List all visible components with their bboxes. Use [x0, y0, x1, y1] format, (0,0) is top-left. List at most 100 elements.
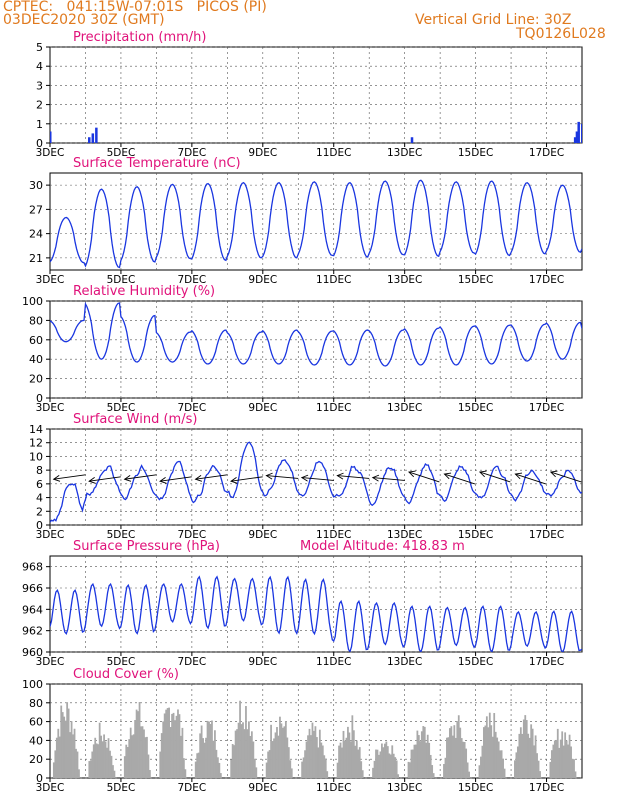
cloud-bar [352, 730, 355, 778]
cloud-bar [75, 748, 77, 778]
cloud-bar [499, 750, 502, 778]
panel-1: 0 1 2 3 4 5 3DEC 5DEC 7DEC 9DEC 11DEC 13DEC 15DEC 17D… [36, 30, 583, 159]
cloud-bar [279, 716, 281, 778]
y-tick-label: 40 [29, 353, 43, 366]
cloud-bar [454, 737, 457, 778]
cloud-bar [123, 756, 126, 778]
x-tick-label: 15DEC [458, 402, 493, 414]
cloud-bar [326, 771, 329, 778]
cloud-bar [166, 708, 169, 778]
panel-title: Relative Humidity (%) [73, 284, 215, 299]
cloud-bar [386, 746, 389, 778]
x-tick-label: 15DEC [458, 529, 493, 541]
cloud-bar [426, 734, 429, 778]
cloud-bar [54, 750, 57, 778]
cloud-bar [549, 761, 552, 778]
cloud-bar [240, 724, 243, 778]
y-tick-label: 10 [29, 450, 43, 463]
cloud-bar [95, 743, 98, 778]
cloud-bar [129, 727, 132, 778]
x-tick-label: 7DEC [177, 147, 206, 159]
cloud-bar [177, 709, 179, 778]
cloud-bar [69, 732, 71, 778]
cloud-bar [284, 721, 287, 778]
cloud-bar [552, 744, 555, 778]
y-tick-label: 2 [36, 505, 43, 518]
cloud-bar [530, 724, 533, 778]
cloud-bar [134, 720, 137, 778]
cloud-bar [52, 762, 55, 778]
cloud-bar [140, 726, 142, 778]
cloud-bar [320, 742, 323, 778]
cloud-bar [276, 727, 278, 778]
y-tick-label: 5 [36, 41, 43, 54]
cloud-bar [265, 762, 268, 778]
cloud-bar [112, 765, 114, 778]
cloud-bar [484, 725, 487, 778]
plot-area [50, 121, 582, 143]
y-tick-label: 60 [29, 334, 43, 347]
cloud-bar [202, 738, 204, 778]
y-tick-label: 4 [36, 60, 43, 73]
wind-arrow [407, 470, 440, 483]
y-tick-label: 100 [22, 678, 43, 691]
cloud-bar [525, 720, 528, 778]
cloud-bar [528, 737, 531, 778]
x-tick-label: 7DEC [177, 402, 206, 414]
cloud-bar [429, 754, 432, 778]
cloud-bar [537, 760, 540, 778]
series-line [50, 301, 582, 367]
cloud-bar [310, 735, 312, 778]
y-tick-label: 14 [29, 423, 43, 436]
cloud-bar [271, 741, 274, 778]
cloud-bar [521, 733, 524, 778]
cloud-bar [339, 742, 342, 778]
cloud-bar [493, 713, 496, 778]
cloud-bar [252, 741, 255, 778]
y-tick-label: 20 [29, 373, 43, 386]
x-tick-label: 17DEC [529, 402, 564, 414]
cloud-bar [248, 721, 250, 778]
cloud-bar [574, 771, 577, 778]
x-tick-label: 7DEC [177, 274, 206, 286]
panel-6: 0 20 40 60 80 100 3DEC 5DEC 7DEC 9DEC 11DEC 13DEC 15… [22, 667, 583, 794]
panel-title: Surface Temperature (nC) [73, 156, 241, 171]
x-tick-label: 11DEC [316, 147, 351, 159]
y-tick-label: 964 [22, 603, 43, 616]
x-tick-label: 9DEC [248, 402, 277, 414]
wind-arrow [549, 470, 582, 483]
cloud-bar [280, 723, 283, 778]
cloud-bar [215, 749, 218, 778]
cloud-bar [451, 735, 454, 778]
x-tick-label: 3DEC [36, 656, 65, 668]
y-tick-label: 3 [36, 79, 43, 92]
cloud-bar [373, 760, 376, 778]
cloud-bar [183, 758, 185, 778]
cloud-bar [349, 741, 352, 778]
cloud-bar [531, 728, 534, 778]
cloud-bar [76, 751, 79, 778]
cloud-bar [518, 733, 521, 778]
cloud-bar [125, 744, 128, 778]
cloud-bar [428, 742, 431, 778]
cloud-bar [514, 760, 516, 778]
cloud-bar [344, 740, 346, 778]
y-tick-label: 30 [29, 179, 43, 192]
cloud-bar [302, 757, 305, 778]
precip-bar [50, 131, 52, 143]
cloud-bar [522, 719, 525, 778]
header-datetime: 03DEC2020 30Z (GMT) [3, 12, 165, 28]
cloud-bar [389, 754, 392, 778]
y-tick-label: 12 [29, 437, 43, 450]
plot-frame [49, 555, 583, 653]
wind-arrow [336, 472, 370, 480]
x-tick-label: 3DEC [36, 147, 65, 159]
cloud-bar [372, 767, 374, 778]
panel-title: Precipitation (mm/h) [73, 30, 206, 45]
panel-2: 21 24 27 30 3DEC 5DEC 7DEC 9DEC 11DEC 13DEC 15DEC 1… [29, 156, 583, 286]
panel-title: Surface Wind (m/s) [73, 412, 197, 427]
x-tick-label: 15DEC [458, 274, 493, 286]
cloud-bar [447, 737, 450, 778]
x-tick-label: 17DEC [529, 782, 564, 794]
cloud-bar [357, 749, 360, 778]
